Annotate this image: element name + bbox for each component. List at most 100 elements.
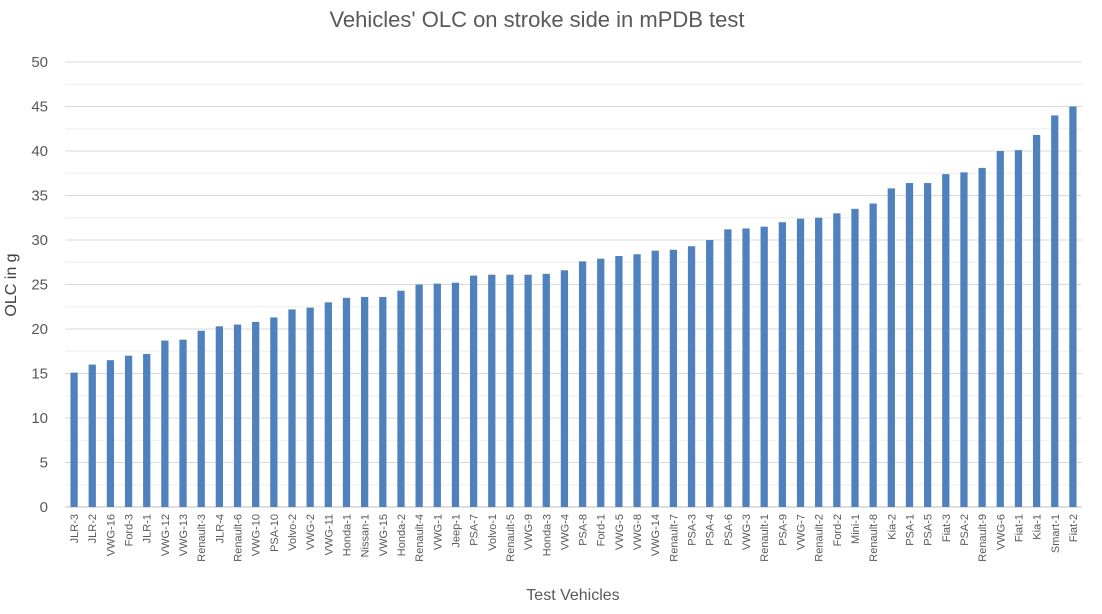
x-tick-label: JLR-2 xyxy=(87,514,99,543)
y-tick-label: 10 xyxy=(31,410,48,427)
x-tick-label: PSA-2 xyxy=(959,514,971,546)
x-tick-label: VWG-10 xyxy=(251,514,263,556)
x-tick-label: VWG-8 xyxy=(632,514,644,550)
bar xyxy=(578,261,587,507)
x-tick-label: Honda-3 xyxy=(541,514,553,556)
y-tick-labels: 0 5 10 15 20 25 30 35 40 45 50 xyxy=(31,54,48,516)
bar xyxy=(706,240,714,507)
x-tick-label: Renault-4 xyxy=(414,514,426,562)
bar xyxy=(379,296,387,507)
x-tick-label: VWG-4 xyxy=(559,514,571,550)
bar xyxy=(252,321,260,507)
x-tick-label: Renault-9 xyxy=(977,514,989,562)
bar xyxy=(760,226,768,507)
x-tick-label: Jeep-1 xyxy=(450,514,462,548)
y-tick-label: 35 xyxy=(31,188,48,205)
x-tick-label: PSA-1 xyxy=(904,514,916,546)
x-tick-label: PSA-9 xyxy=(777,514,789,546)
x-tick-label: VWG-6 xyxy=(995,514,1007,550)
y-tick-label: 5 xyxy=(40,455,48,472)
chart-title: Vehicles' OLC on stroke side in mPDB tes… xyxy=(329,7,744,32)
bar xyxy=(342,297,351,507)
x-tick-label: Fiat-2 xyxy=(1068,514,1080,542)
bar xyxy=(1032,134,1041,508)
bar xyxy=(651,250,659,507)
x-tick-label: PSA-5 xyxy=(923,514,935,546)
x-tick-label: VWG-12 xyxy=(160,514,172,556)
x-tick-label: JLR-4 xyxy=(214,514,226,543)
x-tick-label: VWG-11 xyxy=(323,514,335,555)
y-tick-label: 30 xyxy=(31,232,48,249)
bar xyxy=(88,364,96,507)
x-tick-label: VWG-3 xyxy=(741,514,753,550)
bar xyxy=(687,246,696,508)
bar xyxy=(778,222,786,507)
bar xyxy=(288,309,296,507)
bar xyxy=(978,167,986,507)
bar xyxy=(597,258,605,507)
bar xyxy=(143,353,151,507)
x-tick-label: Renault-2 xyxy=(814,514,826,562)
bar xyxy=(233,324,242,507)
x-tick-label: Renault-1 xyxy=(759,514,771,562)
bar xyxy=(506,274,514,507)
bar xyxy=(361,296,369,507)
bar xyxy=(942,174,950,507)
bar xyxy=(1069,106,1077,507)
bar xyxy=(524,274,532,507)
x-tick-label: Nissan-1 xyxy=(360,514,372,557)
bar xyxy=(633,254,641,507)
bar xyxy=(179,339,187,507)
y-tick-label: 25 xyxy=(31,277,48,294)
bar xyxy=(887,188,895,507)
x-tick-label: VWG-15 xyxy=(378,514,390,556)
x-tick-label: VWG-13 xyxy=(178,514,190,556)
x-tick-label: Ford-1 xyxy=(596,514,608,546)
x-tick-label: JLR-3 xyxy=(69,514,81,543)
bar xyxy=(270,317,278,507)
x-tick-label: PSA-3 xyxy=(687,514,699,546)
x-tick-label: Renault-3 xyxy=(196,514,208,562)
bar xyxy=(415,284,423,507)
bar xyxy=(851,208,859,507)
y-tick-label: 40 xyxy=(31,143,48,160)
x-tick-labels: JLR-3 JLR-2 VWG-16 Ford-3 JLR-1 VWG-12 VWG-13 R… xyxy=(69,514,1080,562)
x-tick-label: VWG-16 xyxy=(105,514,117,556)
bar xyxy=(542,273,550,507)
x-tick-label: Honda-1 xyxy=(341,514,353,556)
bar xyxy=(560,270,569,507)
bar xyxy=(451,282,460,507)
x-tick-label: Renault-8 xyxy=(868,514,880,562)
bar xyxy=(724,229,732,507)
y-tick-label: 45 xyxy=(31,99,48,116)
y-tick-label: 20 xyxy=(31,321,48,338)
bar xyxy=(397,290,405,507)
bar xyxy=(488,274,496,507)
x-tick-label: VWG-7 xyxy=(796,514,808,550)
x-tick-label: VWG-5 xyxy=(614,514,626,550)
bar xyxy=(669,249,678,508)
x-axis-label: Test Vehicles xyxy=(526,587,619,604)
bar xyxy=(833,213,841,508)
bar xyxy=(615,256,623,507)
bar xyxy=(1051,115,1059,508)
bar xyxy=(469,275,478,507)
bar xyxy=(124,355,133,507)
x-tick-label: VWG-9 xyxy=(523,514,535,550)
x-tick-label: PSA-10 xyxy=(269,514,281,552)
bar xyxy=(433,283,441,507)
y-tick-label: 0 xyxy=(40,499,48,516)
x-tick-label: Ford-3 xyxy=(124,514,136,546)
x-tick-label: PSA-8 xyxy=(578,514,590,546)
x-tick-label: JLR-1 xyxy=(142,514,154,543)
x-tick-label: Renault-7 xyxy=(668,514,680,562)
x-tick-label: Smart-1 xyxy=(1050,514,1062,553)
bar xyxy=(161,340,169,507)
bar xyxy=(905,183,914,508)
bar xyxy=(742,228,750,507)
x-tick-label: Ford-2 xyxy=(832,514,844,546)
bar xyxy=(324,302,332,507)
bar xyxy=(197,330,205,507)
